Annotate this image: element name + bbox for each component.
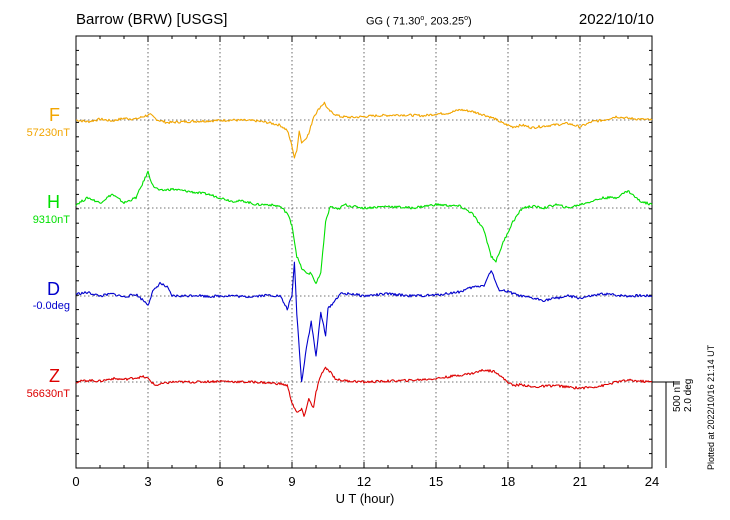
x-axis-title: U T (hour) bbox=[335, 491, 395, 506]
baseline-label-z: 56630nT bbox=[26, 388, 70, 400]
scale-deg-label: 2.0 deg bbox=[683, 378, 694, 412]
trace-z bbox=[75, 366, 653, 417]
series-name-f: F bbox=[49, 105, 60, 125]
plotted-at-label: Plotted at 2022/10/16 21:14 UT bbox=[706, 344, 716, 470]
x-tick-label-0: 0 bbox=[72, 474, 80, 489]
coordinates-label: GG ( 71.30o, 203.25o) bbox=[366, 15, 472, 28]
trace-h bbox=[75, 170, 653, 285]
series-name-h: H bbox=[47, 192, 60, 212]
station-title: Barrow (BRW) [USGS] bbox=[76, 11, 228, 28]
scale-bar bbox=[652, 381, 680, 468]
x-tick-label-18: 18 bbox=[500, 474, 516, 489]
x-tick-label-9: 9 bbox=[288, 474, 296, 489]
axis-ticks bbox=[75, 35, 653, 469]
series-name-d: D bbox=[47, 279, 60, 299]
plot-date: 2022/10/10 bbox=[578, 11, 654, 28]
scale-nt-label: 500 nT bbox=[672, 380, 683, 412]
baseline-label-f: 57230nT bbox=[26, 127, 70, 139]
trace-f bbox=[76, 101, 653, 159]
x-tick-label-21: 21 bbox=[572, 474, 588, 489]
x-tick-label-12: 12 bbox=[356, 474, 372, 489]
trace-layer bbox=[75, 101, 653, 417]
grid-lines bbox=[76, 36, 652, 468]
x-tick-label-6: 6 bbox=[216, 474, 224, 489]
baseline-label-d: -0.0deg bbox=[32, 300, 70, 312]
degree-sign-2: o bbox=[464, 15, 468, 22]
x-tick-label-3: 3 bbox=[144, 474, 152, 489]
coords-suffix: ) bbox=[468, 15, 472, 28]
degree-sign-1: o bbox=[420, 15, 425, 22]
x-tick-label-15: 15 bbox=[428, 474, 444, 489]
x-tick-label-24: 24 bbox=[644, 474, 660, 489]
coords-mid: , 203.25 bbox=[424, 15, 465, 28]
series-name-z: Z bbox=[49, 366, 60, 386]
scale-bar-label: 500 nT 2.0 deg bbox=[672, 379, 694, 412]
trace-d bbox=[75, 261, 653, 383]
coords-prefix: GG ( 71.30 bbox=[366, 15, 421, 28]
baseline-label-h: 9310nT bbox=[32, 214, 70, 226]
